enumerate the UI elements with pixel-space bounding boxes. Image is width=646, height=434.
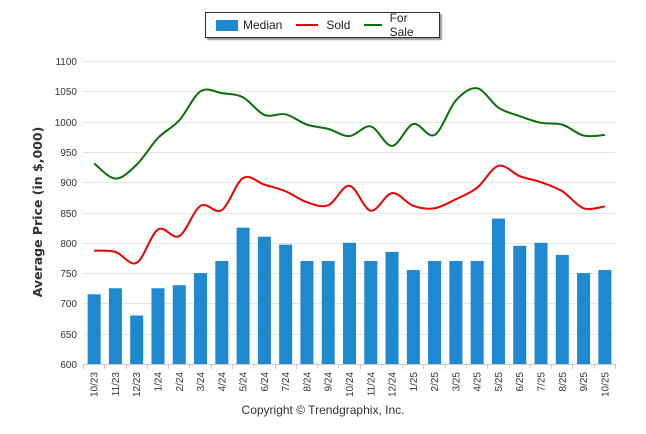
median-swatch — [216, 19, 238, 31]
median-bar — [428, 260, 442, 364]
y-tick-label: 850 — [60, 209, 77, 220]
median-bar — [194, 273, 208, 364]
median-bar — [130, 315, 144, 364]
x-tick-label: 8/24 — [302, 372, 313, 392]
median-bar — [279, 244, 293, 364]
legend-item-sold: Sold — [296, 18, 350, 32]
median-bar — [172, 285, 186, 364]
median-bar — [300, 260, 314, 364]
x-tick-label: 3/24 — [196, 372, 207, 392]
x-tick-label: 12/24 — [388, 372, 399, 397]
median-bar — [577, 273, 591, 364]
median-bar — [385, 251, 399, 364]
x-tick-label: 5/24 — [239, 372, 250, 392]
copyright-text: Copyright © Trendgraphix, Inc. — [241, 403, 405, 417]
sold-swatch — [296, 24, 319, 26]
x-tick-label: 8/25 — [558, 372, 569, 392]
sold-line — [94, 164, 606, 265]
median-bar — [491, 218, 505, 364]
median-bar — [215, 260, 229, 364]
for-sale-swatch — [364, 24, 382, 26]
x-tick-label: 1/24 — [153, 372, 164, 392]
median-bar — [364, 260, 378, 364]
median-bar — [236, 227, 250, 364]
x-tick-label: 4/25 — [473, 372, 484, 392]
median-bar — [513, 245, 527, 364]
x-tick-label: 3/25 — [451, 372, 462, 392]
y-tick-label: 900 — [60, 178, 77, 189]
x-tick-label: 7/24 — [281, 372, 292, 392]
x-tick-label: 4/24 — [217, 372, 228, 392]
median-bar — [108, 288, 122, 364]
median-bar — [449, 260, 463, 364]
legend-label-for-sale: For Sale — [389, 11, 414, 39]
x-axis: 10/23 11/23 12/23 1/24 2/24 3/24 4/24 5/24 6/24 7… — [83, 364, 616, 397]
legend-label-sold: Sold — [326, 18, 351, 32]
median-bars — [87, 218, 612, 364]
median-bar — [87, 294, 101, 364]
x-tick-label: 9/24 — [324, 372, 335, 392]
median-bar — [343, 242, 356, 364]
x-tick-label: 7/25 — [537, 372, 548, 392]
x-tick-label: 11/24 — [366, 372, 377, 397]
trend-lines — [93, 87, 606, 265]
median-bar — [321, 260, 335, 364]
x-tick-label: 2/24 — [175, 372, 186, 392]
y-tick-label: 600 — [60, 360, 77, 371]
y-tick-label: 700 — [60, 299, 77, 310]
x-tick-label: 9/25 — [579, 372, 590, 392]
x-tick-label: 10/23 — [90, 372, 101, 397]
median-bar — [555, 254, 569, 364]
y-tick-label: 1050 — [55, 87, 78, 98]
legend-label-median: Median — [243, 18, 283, 32]
x-tick-label: 2/25 — [430, 372, 441, 392]
x-tick-label: 5/25 — [494, 372, 505, 392]
x-tick-label: 6/25 — [515, 372, 526, 392]
median-bar — [470, 260, 484, 364]
median-bar — [406, 270, 420, 364]
y-tick-label: 1000 — [55, 118, 78, 129]
y-tick-label: 800 — [60, 239, 77, 250]
y-tick-label: 1100 — [55, 57, 77, 68]
for-sale-line — [93, 87, 605, 180]
x-tick-label: 10/25 — [600, 372, 611, 397]
legend-item-median: Median — [216, 18, 282, 32]
median-bar — [598, 270, 612, 364]
x-tick-label: 1/25 — [409, 372, 420, 392]
median-bar — [151, 288, 165, 364]
y-axis-title: Average Price (in $,000) — [30, 127, 45, 298]
y-axis-ticks: 600 650 700 750 800 850 900 950 1000 1050 1100 — [55, 57, 78, 371]
x-tick-label: 10/24 — [345, 372, 356, 397]
x-tick-label: 12/23 — [132, 372, 143, 397]
y-tick-label: 650 — [60, 330, 77, 341]
x-tick-label: 6/24 — [260, 372, 271, 392]
median-bar — [257, 236, 271, 364]
legend-item-for-sale: For Sale — [364, 11, 425, 39]
chart-legend: Median Sold For Sale — [205, 11, 440, 39]
y-tick-label: 950 — [60, 148, 77, 159]
median-bar — [534, 242, 548, 364]
x-tick-label: 11/23 — [111, 372, 122, 397]
y-tick-label: 750 — [60, 269, 77, 280]
